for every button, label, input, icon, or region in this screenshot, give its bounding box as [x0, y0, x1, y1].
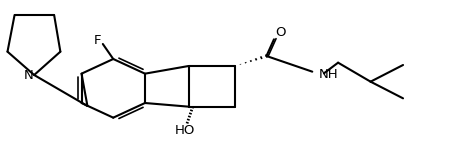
- Text: F: F: [93, 34, 101, 47]
- Text: HO: HO: [174, 125, 195, 138]
- Text: NH: NH: [318, 68, 338, 81]
- Text: O: O: [275, 26, 285, 39]
- Text: N: N: [23, 69, 33, 82]
